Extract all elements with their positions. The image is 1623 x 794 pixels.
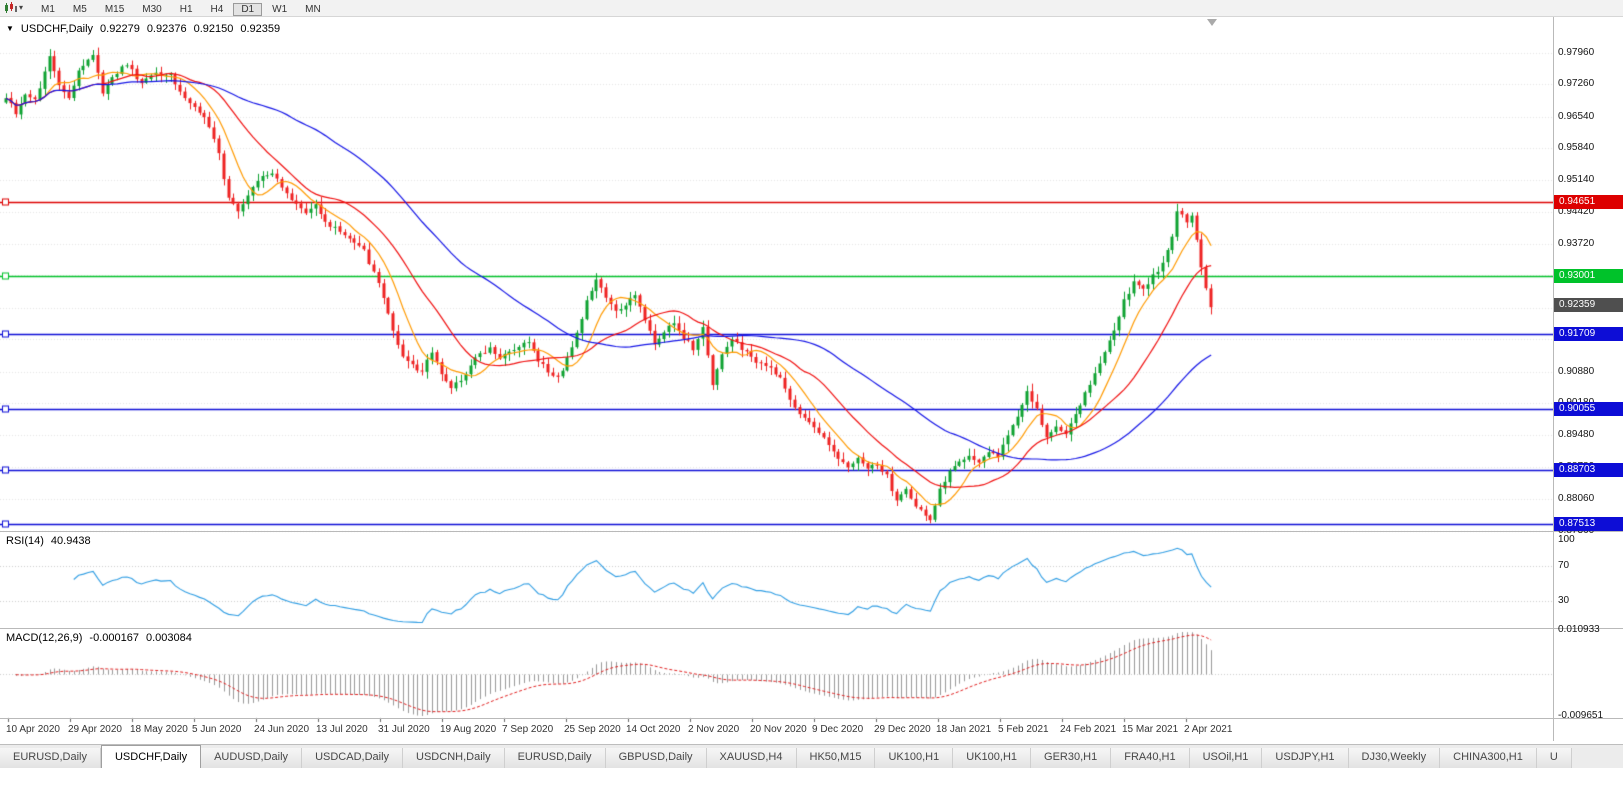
rsi-pane-separator[interactable] xyxy=(0,531,1623,532)
macd-scale-label: 0.010933 xyxy=(1558,624,1600,635)
level-price-tag: 0.91709 xyxy=(1554,327,1623,341)
time-axis-label: 29 Apr 2020 xyxy=(68,724,122,735)
level-price-tag: 0.93001 xyxy=(1554,269,1623,283)
chart-tab-bar: EURUSD,Daily USDCHF,Daily AUDUSD,Daily USDC… xyxy=(0,744,1623,768)
price-scale-label: 0.96540 xyxy=(1558,111,1595,122)
time-axis-label: 14 Oct 2020 xyxy=(626,724,681,735)
macd-pane-separator[interactable] xyxy=(0,628,1623,629)
timeframe-button-m5[interactable]: M5 xyxy=(72,4,87,15)
macd-signal-value: 0.003084 xyxy=(145,632,192,644)
timeframe-button-h4[interactable]: H4 xyxy=(210,4,224,15)
timeframe-button-m30[interactable]: M30 xyxy=(142,4,162,15)
time-axis-label: 20 Nov 2020 xyxy=(750,724,807,735)
chart-tab-eurusd-daily[interactable]: EURUSD,Daily xyxy=(0,748,101,768)
chart-tab-usdchf-daily[interactable]: USDCHF,Daily xyxy=(100,745,202,768)
ohlc-open: 0.92279 xyxy=(100,23,140,35)
macd-name: MACD(12,26,9) xyxy=(6,632,83,644)
time-axis-label: 24 Jun 2020 xyxy=(254,724,310,735)
chart-shift-marker[interactable] xyxy=(1207,19,1217,26)
chart-symbol-label: USDCHF,Daily xyxy=(20,23,94,35)
rsi-indicator-label: RSI(14) 40.9438 xyxy=(6,535,91,547)
chart-periods-icon[interactable]: ▾ xyxy=(4,2,23,14)
level-price-tag: 0.87513 xyxy=(1554,517,1623,531)
time-axis-label: 10 Apr 2020 xyxy=(6,724,60,735)
time-axis-label: 18 May 2020 xyxy=(130,724,188,735)
timeframe-button-d1[interactable]: D1 xyxy=(233,3,263,16)
time-axis-label: 5 Jun 2020 xyxy=(192,724,242,735)
chart-area: ▼ USDCHF,Daily 0.92279 0.92376 0.92150 0… xyxy=(0,17,1623,741)
time-axis-label: 2 Apr 2021 xyxy=(1184,724,1233,735)
chart-tab-usdcad-daily[interactable]: USDCAD,Daily xyxy=(302,748,404,768)
rsi-scale-label: 70 xyxy=(1558,560,1570,571)
time-axis-label: 25 Sep 2020 xyxy=(564,724,621,735)
dropdown-caret-icon: ▾ xyxy=(19,3,24,12)
chart-tab-u[interactable]: U xyxy=(1536,748,1572,768)
chart-tab-uk100-h1[interactable]: UK100,H1 xyxy=(875,748,954,768)
chart-tab-uk100-h1[interactable]: UK100,H1 xyxy=(953,748,1032,768)
ohlc-low: 0.92150 xyxy=(193,23,234,35)
chart-tab-fra40-h1[interactable]: FRA40,H1 xyxy=(1111,748,1190,768)
chart-tab-eurusd-daily[interactable]: EURUSD,Daily xyxy=(504,748,606,768)
timeframe-toolbar: ▾ M1 M5 M15 M30 H1 H4 D1 W1 MN xyxy=(0,0,1623,17)
level-price-tag: 0.90055 xyxy=(1554,402,1623,416)
price-scale-label: 0.97960 xyxy=(1558,47,1595,58)
macd-main-value: -0.000167 xyxy=(89,632,139,644)
chart-tab-ger30-h1[interactable]: GER30,H1 xyxy=(1031,748,1112,768)
price-scale-border xyxy=(1553,17,1554,741)
time-axis-label: 15 Mar 2021 xyxy=(1122,724,1179,735)
macd-indicator-label: MACD(12,26,9) -0.000167 0.003084 xyxy=(6,632,192,644)
chart-tab-xauusd-h4[interactable]: XAUUSD,H4 xyxy=(706,748,797,768)
chart-title: ▼ USDCHF,Daily 0.92279 0.92376 0.92150 0… xyxy=(6,23,280,35)
chart-tab-china300-h1[interactable]: CHINA300,H1 xyxy=(1440,748,1537,768)
timeframe-button-m1[interactable]: M1 xyxy=(41,4,55,15)
rsi-value: 40.9438 xyxy=(50,535,91,547)
price-scale-label: 0.89480 xyxy=(1558,429,1595,440)
chart-tab-audusd-daily[interactable]: AUDUSD,Daily xyxy=(201,748,303,768)
time-axis-label: 24 Feb 2021 xyxy=(1060,724,1117,735)
price-scale-label: 0.95840 xyxy=(1558,142,1595,153)
chart-tab-hk50-m15[interactable]: HK50,M15 xyxy=(796,748,876,768)
candles-glyph xyxy=(5,2,17,13)
price-scale-label: 0.90880 xyxy=(1558,366,1595,377)
current-price-tag: 0.92359 xyxy=(1554,298,1623,312)
timeframe-button-w1[interactable]: W1 xyxy=(272,4,288,15)
rsi-name: RSI(14) xyxy=(6,535,44,547)
ohlc-high: 0.92376 xyxy=(146,23,187,35)
timeframe-button-h1[interactable]: H1 xyxy=(179,4,193,15)
macd-scale-label: -0.009651 xyxy=(1558,710,1604,721)
one-click-trading-toggle[interactable]: ▼ xyxy=(6,24,14,33)
time-axis-label: 31 Jul 2020 xyxy=(378,724,430,735)
time-axis-label: 13 Jul 2020 xyxy=(316,724,368,735)
level-price-tag: 0.88703 xyxy=(1554,463,1623,477)
timeframe-button-m15[interactable]: M15 xyxy=(104,4,125,15)
level-price-tag: 0.94651 xyxy=(1554,195,1623,209)
chart-tab-usdcnh-daily[interactable]: USDCNH,Daily xyxy=(403,748,505,768)
price-scale-label: 0.88060 xyxy=(1558,493,1595,504)
time-axis-label: 7 Sep 2020 xyxy=(502,724,554,735)
chart-tab-gbpusd-daily[interactable]: GBPUSD,Daily xyxy=(605,748,707,768)
timeframe-button-mn[interactable]: MN xyxy=(305,4,321,15)
time-axis-label: 9 Dec 2020 xyxy=(812,724,864,735)
time-axis-separator xyxy=(0,718,1623,719)
price-scale-label: 0.95140 xyxy=(1558,174,1595,185)
time-axis-label: 18 Jan 2021 xyxy=(936,724,992,735)
time-axis-label: 19 Aug 2020 xyxy=(440,724,497,735)
chart-tab-dj30-weekly[interactable]: DJ30,Weekly xyxy=(1348,748,1441,768)
price-scale-label: 0.94420 xyxy=(1558,206,1595,217)
price-scale-label: 0.97260 xyxy=(1558,78,1595,89)
ohlc-close: 0.92359 xyxy=(240,23,281,35)
time-axis-label: 5 Feb 2021 xyxy=(998,724,1049,735)
price-scale-label: 0.93720 xyxy=(1558,238,1595,249)
time-axis-label: 29 Dec 2020 xyxy=(874,724,931,735)
price-chart-canvas[interactable] xyxy=(0,17,1553,741)
rsi-scale-label: 100 xyxy=(1558,534,1575,545)
rsi-scale-label: 30 xyxy=(1558,595,1570,606)
chart-tab-usoil-h1[interactable]: USOil,H1 xyxy=(1189,748,1263,768)
time-axis-label: 2 Nov 2020 xyxy=(688,724,740,735)
chart-tab-usdjpy-h1[interactable]: USDJPY,H1 xyxy=(1262,748,1349,768)
timeframe-buttons: M1 M5 M15 M30 H1 H4 D1 W1 MN xyxy=(33,0,331,17)
